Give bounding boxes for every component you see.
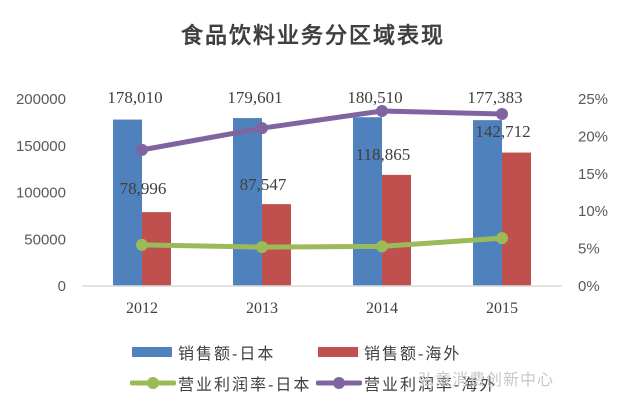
chart-title: 食品饮料业务分区域表现: [180, 23, 445, 49]
bar-sales-japan: [353, 117, 382, 287]
bar-sales-overseas: [502, 152, 531, 286]
bar-sales-overseas: [382, 174, 411, 286]
y-left-tick-label: 0: [58, 278, 66, 295]
y-left-tick-label: 150000: [16, 138, 66, 155]
y-left-tick-label: 100000: [16, 185, 66, 202]
x-tick-label: 2013: [246, 300, 278, 317]
y-left-tick-label: 200000: [16, 91, 66, 108]
data-label-sales-japan: 178,010: [107, 88, 162, 107]
y-right-tick-label: 5%: [578, 241, 600, 258]
line-marker: [256, 122, 268, 135]
y-right-tick-label: 20%: [578, 128, 608, 145]
y-right-tick-label: 10%: [578, 203, 608, 220]
line-marker: [496, 107, 508, 120]
line-margin-japan: [141, 235, 503, 250]
data-label-sales-japan: 179,601: [227, 88, 282, 107]
bar-sales-japan: [473, 120, 502, 286]
y-right-tick-label: 15%: [578, 166, 608, 183]
line-marker: [376, 240, 388, 253]
data-label-sales-overseas: 78,996: [120, 179, 167, 198]
y-right-tick-label: 0%: [578, 278, 600, 295]
data-label-sales-japan: 177,383: [467, 88, 522, 107]
line-marker: [136, 143, 148, 156]
line-margin-overseas: [141, 108, 503, 153]
line-marker: [256, 241, 268, 254]
data-label-sales-japan: 180,510: [347, 88, 402, 107]
data-label-sales-overseas: 87,547: [240, 175, 287, 194]
watermark: 弘章消费创新中心: [418, 370, 555, 389]
line-marker: [496, 232, 508, 245]
line-marker: [376, 104, 388, 117]
bar-sales-overseas: [142, 212, 171, 286]
x-tick-label: 2015: [486, 300, 518, 317]
x-tick-label: 2014: [366, 300, 398, 317]
y-right-tick-label: 25%: [578, 91, 608, 108]
line-marker: [136, 238, 148, 251]
y-left-tick-label: 50000: [24, 231, 66, 248]
x-tick-label: 2012: [126, 300, 158, 317]
data-label-sales-overseas: 118,865: [356, 145, 411, 164]
bar-sales-japan: [233, 118, 262, 287]
data-label-sales-overseas: 142,712: [475, 122, 530, 141]
bar-sales-japan: [113, 119, 142, 286]
